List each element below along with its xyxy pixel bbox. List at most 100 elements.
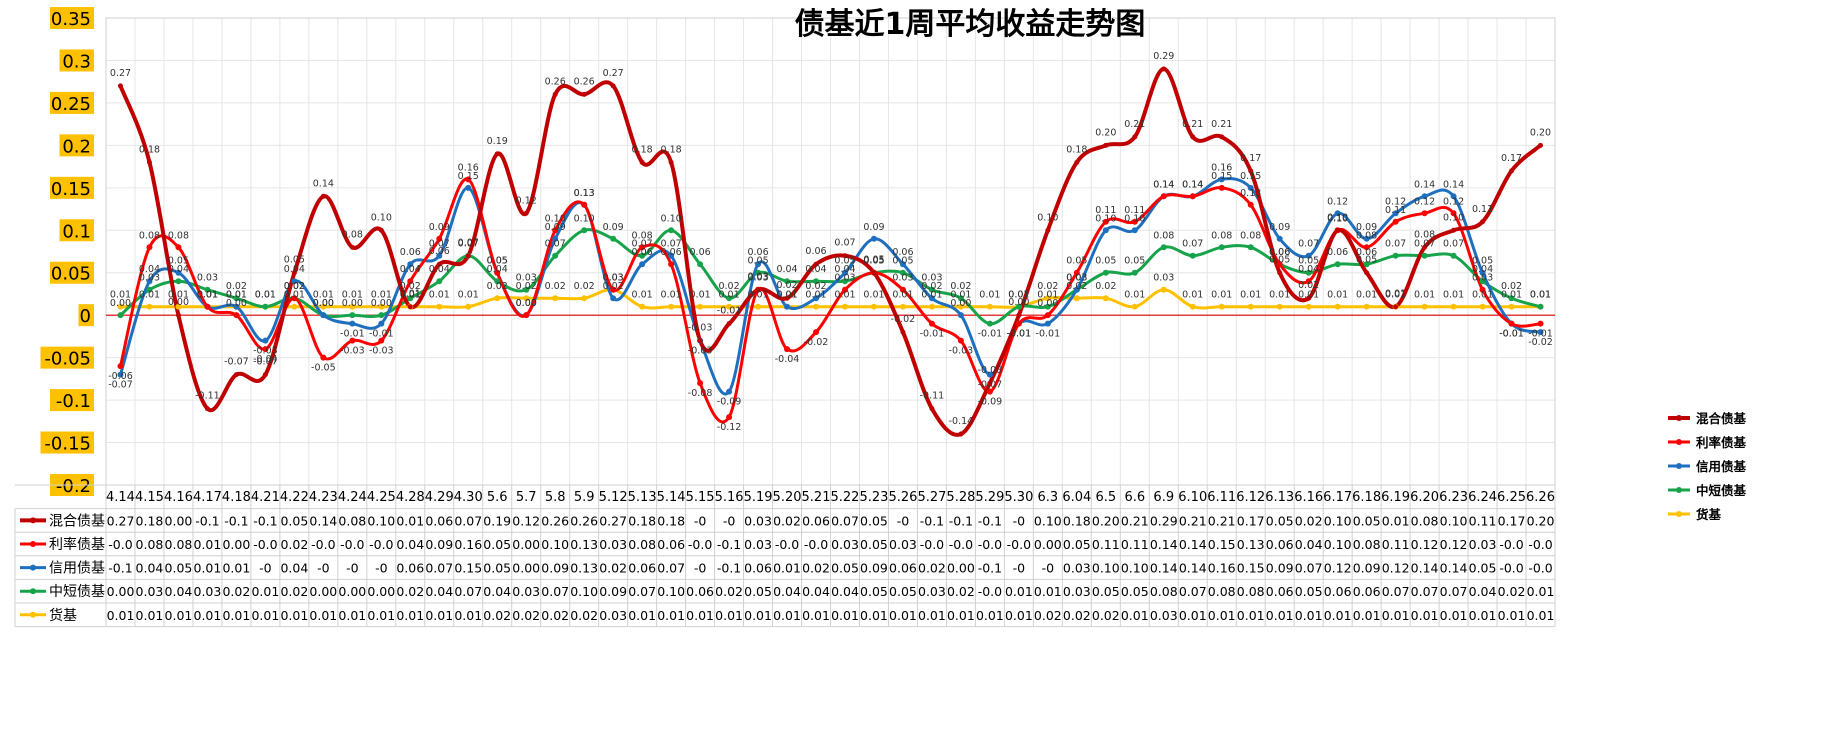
x-tick-label: 5.19	[744, 490, 773, 505]
data-label: 0.07	[1443, 239, 1464, 250]
table-cell: 0.07	[628, 584, 656, 599]
data-label: 0.09	[429, 222, 450, 233]
table-cell: -0	[1013, 513, 1026, 528]
table-cell: 0.00	[367, 584, 395, 599]
legend-marker	[1676, 439, 1682, 445]
data-point	[1450, 252, 1457, 259]
table-cell: 0.11	[1121, 537, 1149, 552]
table-cell: 0.07	[454, 513, 482, 528]
table-cell: 0.07	[1295, 561, 1323, 576]
data-label: 0.19	[487, 136, 508, 147]
data-label: 0.01	[979, 290, 1000, 301]
data-label: 0.18	[139, 144, 160, 155]
legend-label: 利率债基	[1696, 435, 1747, 450]
data-label: 0.01	[863, 290, 884, 301]
data-point	[1392, 210, 1399, 217]
table-cell: 0.01	[1527, 608, 1555, 623]
data-label: -0.03	[688, 346, 713, 357]
y-tick-label: 0.15	[51, 179, 91, 200]
x-tick-label: 5.20	[773, 490, 802, 505]
table-cell: 0.00	[512, 537, 540, 552]
table-legend-marker	[30, 541, 36, 547]
x-tick-label: 6.25	[1497, 490, 1526, 505]
table-cell: 0.01	[947, 608, 975, 623]
data-point	[928, 320, 935, 327]
data-point	[378, 227, 384, 233]
table-cell: 0.01	[802, 608, 830, 623]
data-label: 0.02	[1298, 280, 1319, 291]
data-label: 0.02	[226, 281, 247, 292]
table-cell: 0.01	[686, 608, 714, 623]
data-point	[1422, 244, 1428, 250]
data-point	[899, 286, 906, 293]
data-label: 0.10	[661, 213, 682, 224]
table-cell: -0	[375, 561, 388, 576]
data-point	[175, 303, 182, 310]
table-cell: 0.00	[107, 584, 135, 599]
data-label: 0.12	[516, 195, 537, 206]
data-point	[784, 346, 791, 353]
data-label: 0.08	[1211, 230, 1232, 241]
data-label: 0.01	[632, 290, 653, 301]
data-label: 0.01	[371, 290, 392, 301]
data-point	[784, 303, 791, 310]
data-point	[1276, 261, 1283, 268]
data-point	[697, 380, 704, 387]
data-label: 0.06	[661, 247, 682, 258]
data-label: 0.01	[197, 290, 218, 301]
data-label: 0.03	[834, 273, 855, 284]
table-cell: 0.01	[773, 561, 801, 576]
data-label: 0.14	[1153, 179, 1174, 190]
table-cell: 0.10	[1440, 513, 1468, 528]
data-label: 0.08	[1240, 230, 1261, 241]
table-cell: 0.14	[1150, 537, 1178, 552]
data-label: 0.10	[371, 212, 392, 223]
data-point	[726, 388, 733, 395]
data-label: 0.08	[342, 229, 363, 240]
x-tick-label: 4.15	[135, 490, 164, 505]
data-label: 0.00	[516, 298, 537, 309]
data-point	[639, 244, 646, 251]
table-cell: 0.09	[599, 584, 627, 599]
data-label: 0.07	[545, 239, 566, 250]
x-tick-label: 5.16	[715, 490, 744, 505]
data-point	[813, 295, 820, 302]
data-label: -0.04	[253, 354, 278, 365]
data-label: 0.03	[747, 273, 768, 284]
table-cell: 0.01	[396, 513, 424, 528]
table-cell: 0.04	[802, 584, 830, 599]
data-label: 0.01	[718, 290, 739, 301]
data-label: 0.29	[1153, 51, 1174, 62]
table-cell: 0.01	[367, 608, 395, 623]
data-point	[610, 235, 617, 242]
data-label: 0.01	[1124, 290, 1145, 301]
x-tick-label: 6.10	[1178, 490, 1207, 505]
data-point	[465, 184, 472, 191]
table-cell: 0.05	[483, 561, 511, 576]
x-tick-label: 6.9	[1153, 490, 1174, 505]
data-point	[233, 295, 240, 302]
data-point	[1219, 134, 1225, 140]
data-point	[1160, 193, 1167, 200]
data-point	[668, 227, 675, 234]
y-tick-labels: 0.35 0.3 0.25 0.2 0.15 0.1 0.05 0 -0.05 -0.1 -0.15…	[44, 9, 91, 497]
table-cell: 0.08	[1150, 584, 1178, 599]
data-point	[262, 346, 269, 353]
data-point	[349, 337, 356, 344]
data-label: 0.06	[805, 246, 826, 257]
data-point	[291, 270, 297, 276]
table-cell: 0.01	[1498, 608, 1526, 623]
data-point	[987, 380, 993, 386]
data-label: 0.03	[747, 272, 768, 283]
data-label: 0.14	[1414, 179, 1435, 190]
table-cell: 0.06	[744, 561, 772, 576]
data-label: -0.01	[369, 329, 394, 340]
table-cell: 0.05	[860, 584, 888, 599]
data-label: 0.27	[603, 68, 624, 79]
data-point	[465, 303, 472, 310]
table-cell: 0.06	[657, 537, 685, 552]
data-label: 0.05	[1095, 256, 1116, 267]
table-cell: 0.07	[1382, 584, 1410, 599]
data-point	[1247, 201, 1254, 208]
data-point	[957, 295, 964, 302]
